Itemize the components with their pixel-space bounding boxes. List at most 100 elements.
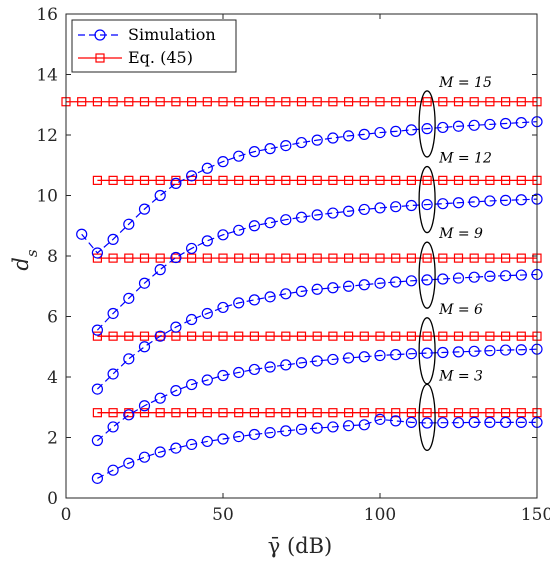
simulation-marker — [500, 344, 512, 356]
simulation-marker — [343, 130, 355, 142]
equation-marker — [469, 408, 479, 418]
simulation-marker — [437, 346, 449, 359]
simulation-marker — [390, 349, 402, 361]
simulation-marker — [264, 217, 276, 229]
equation-marker — [234, 253, 244, 263]
simulation-marker — [515, 416, 527, 428]
simulation-marker — [343, 280, 355, 292]
simulation-marker — [280, 139, 292, 152]
equation-marker — [108, 408, 118, 418]
equation-marker — [438, 175, 448, 185]
simulation-marker — [515, 194, 527, 206]
simulation-marker — [107, 233, 119, 245]
x-tick-label: 100 — [364, 505, 396, 525]
equation-marker — [296, 175, 307, 185]
simulation-marker — [138, 451, 151, 463]
simulation-marker — [186, 170, 198, 182]
legend-box — [71, 19, 237, 73]
equation-marker — [265, 97, 275, 107]
equation-marker — [422, 97, 432, 107]
annotation-ellipse — [418, 90, 436, 158]
simulation-marker — [295, 136, 308, 149]
annotation-ellipse — [418, 383, 436, 452]
equation-marker — [92, 97, 103, 107]
equation-marker — [359, 331, 369, 341]
simulation-marker — [123, 409, 135, 421]
equation-marker — [391, 331, 401, 341]
equation-marker — [265, 253, 275, 263]
equation-marker — [406, 175, 416, 185]
equation-marker — [485, 408, 495, 418]
simulation-marker — [452, 417, 465, 429]
annotation-label: M = 15 — [438, 75, 492, 91]
simulation-marker — [343, 205, 355, 217]
y-tick-label: 10 — [36, 187, 58, 207]
equation-marker — [501, 408, 511, 418]
equation-marker — [453, 175, 464, 185]
simulation-marker — [311, 355, 323, 367]
simulation-marker — [311, 134, 323, 146]
equation-marker — [344, 175, 354, 185]
simulation-marker — [405, 348, 417, 360]
simulation-marker — [186, 313, 198, 326]
equation-marker — [469, 331, 479, 341]
simulation-line — [96, 273, 538, 390]
simulation-marker — [248, 363, 260, 376]
y-tick-label: 12 — [36, 126, 58, 146]
simulation-marker — [311, 283, 323, 295]
simulation-marker — [138, 277, 151, 289]
equation-marker — [344, 331, 354, 341]
equation-marker — [234, 97, 244, 107]
equation-marker — [391, 97, 401, 107]
simulation-marker — [217, 369, 229, 382]
simulation-marker — [280, 359, 292, 371]
equation-marker — [359, 97, 369, 107]
simulation-marker — [374, 277, 386, 289]
equation-marker — [108, 331, 118, 341]
simulation-marker — [484, 118, 496, 131]
legend-label: Eq. (45) — [128, 48, 193, 67]
equation-marker — [249, 97, 259, 107]
equation-marker — [187, 253, 197, 263]
simulation-marker — [248, 294, 260, 306]
simulation-marker — [186, 242, 198, 255]
equation-marker — [234, 408, 244, 418]
equation-marker — [328, 253, 338, 263]
equation-marker — [344, 408, 354, 418]
simulation-marker — [91, 472, 104, 484]
x-tick-label: 0 — [61, 505, 72, 525]
svg-text:ds: ds — [9, 249, 41, 270]
simulation-marker — [452, 346, 465, 358]
simulation-marker — [437, 417, 449, 429]
y-tick-label: 6 — [47, 308, 58, 328]
simulation-marker — [374, 349, 386, 362]
equation-marker — [108, 97, 118, 107]
equation-marker — [344, 253, 354, 263]
legend: Simulation Eq. (45) — [71, 19, 237, 73]
annotation-m3: M = 3 — [418, 368, 483, 452]
equation-marker — [187, 408, 197, 418]
simulation-marker — [295, 211, 308, 223]
simulation-marker — [201, 374, 213, 386]
annotation-ellipse — [418, 241, 436, 309]
equation-marker — [139, 175, 150, 185]
simulation-marker — [515, 269, 527, 281]
equation-marker — [171, 408, 181, 418]
simulation-marker — [91, 383, 104, 395]
equation-marker — [218, 97, 228, 107]
simulation-series-m12 — [91, 193, 543, 336]
annotation-m12: M = 12 — [418, 151, 492, 234]
simulation-marker — [295, 357, 308, 369]
simulation-marker — [76, 228, 88, 240]
simulation-marker — [500, 270, 512, 282]
simulation-marker — [343, 420, 355, 432]
simulation-marker — [107, 464, 119, 476]
simulation-marker — [107, 368, 119, 380]
simulation-marker — [421, 123, 433, 135]
equation-marker — [516, 253, 526, 263]
simulation-marker — [327, 353, 339, 366]
simulation-marker — [170, 385, 182, 397]
simulation-marker — [123, 292, 135, 304]
x-tick-label: 150 — [521, 505, 550, 525]
equation-marker — [328, 175, 338, 185]
